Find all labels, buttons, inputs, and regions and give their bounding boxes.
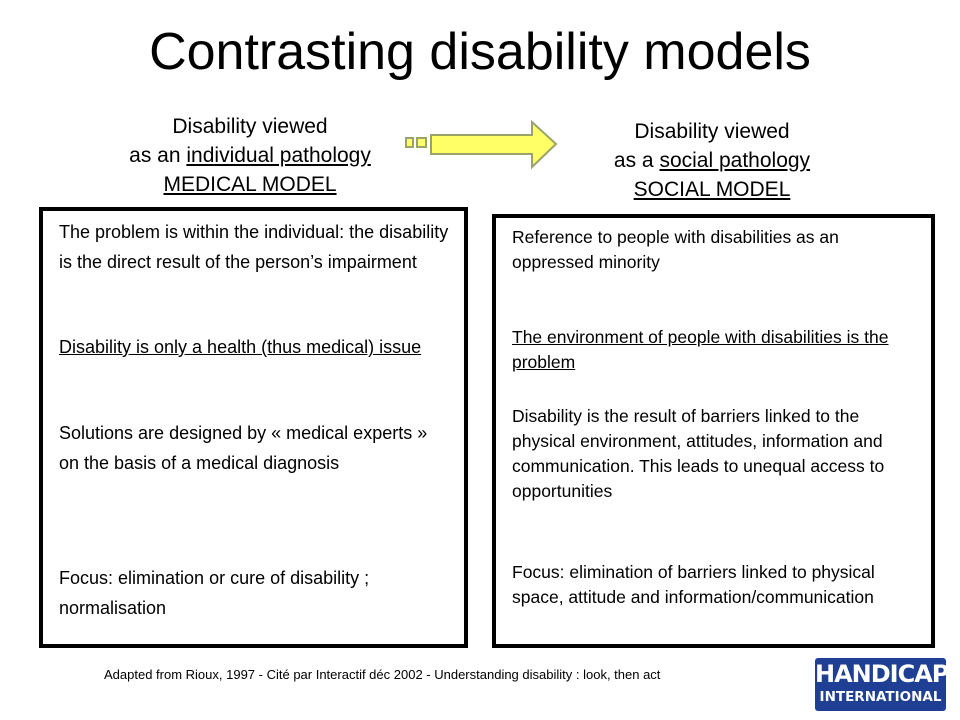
medical-paragraph: Focus: elimination or cure of disability… (59, 568, 370, 618)
logo-line1: HANDICAP (815, 660, 949, 688)
handicap-international-logo: HANDICAP INTERNATIONAL (815, 658, 949, 711)
social-heading-line3: SOCIAL MODEL (633, 178, 791, 201)
social-model-heading: Disability viewed as a social pathology … (532, 117, 892, 204)
medical-heading-prefix: as an (129, 144, 187, 167)
social-paragraph: The environment of people with disabilit… (512, 327, 889, 372)
medical-paragraph: Solutions are designed by « medical expe… (59, 423, 428, 473)
social-paragraph: Reference to people with disabilities as… (512, 227, 839, 272)
social-heading-line2: as a social pathology (532, 146, 892, 175)
medical-model-heading: Disability viewed as an individual patho… (70, 112, 430, 199)
logo-line2: INTERNATIONAL (819, 689, 942, 705)
social-paragraph: Disability is the result of barriers lin… (512, 406, 885, 501)
social-paragraph: Focus: elimination of barriers linked to… (512, 562, 875, 607)
arrow-right-icon (405, 119, 558, 170)
medical-paragraph: Disability is only a health (thus medica… (59, 337, 422, 357)
social-heading-underlined: social pathology (659, 149, 811, 172)
medical-heading-line1: Disability viewed (172, 115, 328, 138)
medical-heading-line2: as an individual pathology (70, 141, 430, 170)
medical-heading-line3: MEDICAL MODEL (163, 173, 337, 196)
social-heading-line1: Disability viewed (634, 120, 790, 143)
medical-heading-underlined: individual pathology (186, 144, 371, 167)
source-credit: Adapted from Rioux, 1997 - Cité par Inte… (104, 667, 661, 682)
social-model-box: Reference to people with disabilities as… (492, 214, 935, 648)
medical-paragraph: The problem is within the individual: th… (59, 222, 449, 272)
social-heading-prefix: as a (613, 149, 660, 172)
medical-model-box: The problem is within the individual: th… (39, 207, 468, 648)
page-title: Contrasting disability models (149, 23, 811, 81)
